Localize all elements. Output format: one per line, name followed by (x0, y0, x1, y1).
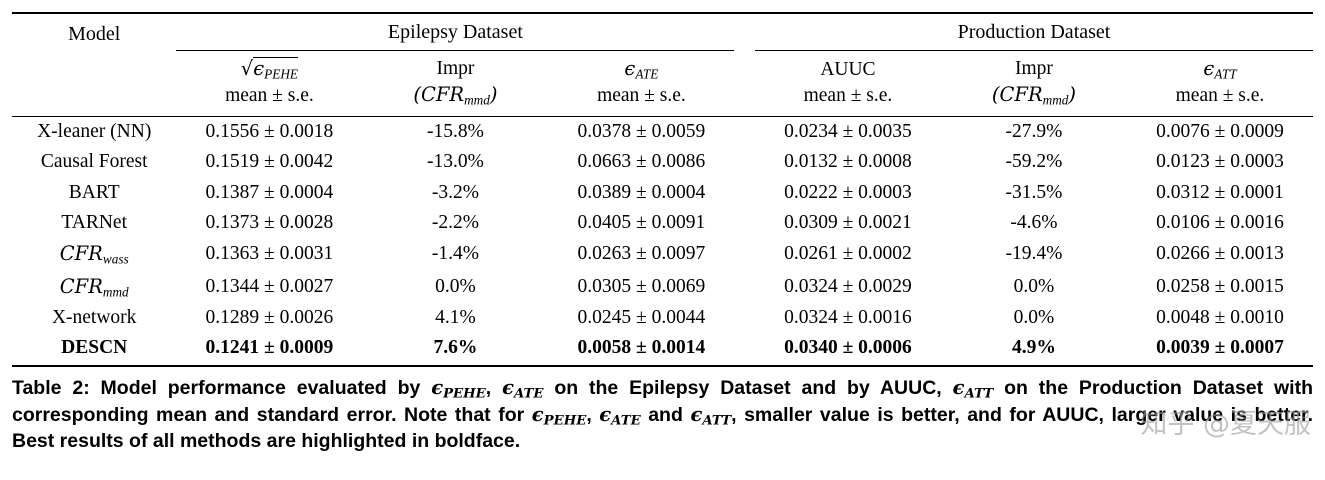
math-symbol: ϵATT (952, 376, 994, 403)
table-row: Causal Forest 0.1519 ± 0.0042 -13.0% 0.0663… (12, 147, 1313, 177)
value-cell: 4.9% (940, 333, 1127, 368)
col-header-pehe: √ϵPEHE mean ± s.e. (176, 50, 363, 117)
results-table: Model Epilepsy Dataset Production Datase… (12, 12, 1313, 368)
value-cell: 0.0039 ± 0.0007 (1126, 333, 1313, 368)
value-cell: 0.1344 ± 0.0027 (205, 275, 334, 297)
value-cell: 0.0234 ± 0.0035 (784, 120, 912, 142)
table-row: X-network 0.1289 ± 0.0026 4.1% 0.0245 ± 0.0… (12, 303, 1313, 333)
value-cell: 7.6% (362, 333, 549, 368)
value-cell: 0.0340 ± 0.0006 (754, 333, 941, 368)
value-cell: 0.0309 ± 0.0021 (784, 211, 912, 233)
col-header-impr-epilepsy: Impr (CFRmmd) (362, 50, 549, 117)
model-name: X-leaner (NN) (37, 120, 152, 142)
model-name: TARNet (61, 211, 127, 233)
value-cell: 0.0389 ± 0.0004 (577, 181, 706, 203)
col-header-impr-production: Impr (CFRmmd) (940, 50, 1127, 117)
math-symbol: ϵATT (690, 402, 732, 429)
value-cell: 0.0258 ± 0.0015 (1156, 275, 1284, 297)
value-cell: -19.4% (1005, 243, 1063, 265)
value-cell: 0.1387 ± 0.0004 (205, 181, 334, 203)
column-gap (734, 333, 755, 368)
value-cell: 0.0048 ± 0.0010 (1156, 307, 1284, 329)
value-cell: 0.0405 ± 0.0091 (577, 211, 706, 233)
column-gap (734, 13, 755, 51)
value-cell: 0.0123 ± 0.0003 (1156, 151, 1284, 173)
model-column-header: Model (12, 13, 177, 117)
value-cell: -59.2% (1005, 151, 1063, 173)
column-gap (734, 208, 755, 238)
model-name: CFRmmd (59, 274, 129, 300)
table-row: TARNet 0.1373 ± 0.0028 -2.2% 0.0405 ± 0.009… (12, 208, 1313, 238)
model-name: CFRwass (59, 242, 129, 268)
group-header-row: Model Epilepsy Dataset Production Datase… (12, 13, 1313, 117)
model-name: BART (68, 181, 120, 203)
group-header-production: Production Dataset (754, 13, 1313, 51)
value-cell: 0.1373 ± 0.0028 (205, 211, 334, 233)
value-cell: 0.0305 ± 0.0069 (577, 275, 706, 297)
value-cell: 0.0% (1013, 307, 1055, 329)
value-cell: 0.0324 ± 0.0029 (784, 275, 912, 297)
col-header-auuc: AUUC mean ± s.e. (754, 50, 941, 117)
math-symbol: ϵATE (502, 376, 544, 403)
value-cell: 0.1519 ± 0.0042 (205, 151, 334, 173)
sqrt-symbol: √ (240, 57, 254, 80)
value-cell: 0.0106 ± 0.0016 (1156, 211, 1284, 233)
table-row: BART 0.1387 ± 0.0004 -3.2% 0.0389 ± 0.0004 0… (12, 177, 1313, 207)
value-cell: 0.1241 ± 0.0009 (176, 333, 363, 368)
table-row: X-leaner (NN) 0.1556 ± 0.0018 -15.8% 0.0378… (12, 116, 1313, 147)
model-name: X-network (51, 307, 137, 329)
paper-table-figure: Model Epilepsy Dataset Production Datase… (12, 12, 1314, 452)
col-header-ate: ϵATE mean ± s.e. (548, 50, 735, 117)
value-cell: -3.2% (431, 181, 479, 203)
column-gap (734, 271, 755, 303)
value-cell: -31.5% (1005, 181, 1063, 203)
value-cell: 0.0663 ± 0.0086 (577, 151, 706, 173)
value-cell: 0.0132 ± 0.0008 (784, 151, 912, 173)
table-row: CFRmmd 0.1344 ± 0.0027 0.0% 0.0305 ± 0.0069… (12, 271, 1313, 303)
column-gap (734, 50, 755, 117)
value-cell: -13.0% (426, 151, 484, 173)
value-cell: 0.0266 ± 0.0013 (1156, 243, 1284, 265)
value-cell: -4.6% (1010, 211, 1058, 233)
value-cell: 0.0222 ± 0.0003 (784, 181, 912, 203)
math-symbol: ϵPEHE (431, 376, 486, 403)
math-symbol: ϵATE (599, 402, 641, 429)
col-header-att: ϵATT mean ± s.e. (1126, 50, 1313, 117)
value-cell: 0.0058 ± 0.0014 (548, 333, 735, 368)
table-row: CFRwass 0.1363 ± 0.0031 -1.4% 0.0263 ± 0.00… (12, 238, 1313, 270)
column-gap (734, 177, 755, 207)
model-name: Causal Forest (40, 151, 148, 173)
group-header-epilepsy: Epilepsy Dataset (176, 13, 735, 51)
value-cell: -2.2% (431, 211, 479, 233)
value-cell: 0.1556 ± 0.0018 (205, 120, 334, 142)
value-cell: -1.4% (431, 243, 479, 265)
value-cell: 0.0378 ± 0.0059 (577, 120, 706, 142)
column-gap (734, 238, 755, 270)
value-cell: 0.0076 ± 0.0009 (1156, 120, 1284, 142)
value-cell: -15.8% (426, 120, 484, 142)
column-header-row: √ϵPEHE mean ± s.e. Impr (CFRmmd) ϵATE me… (12, 50, 1313, 117)
value-cell: 0.0261 ± 0.0002 (784, 243, 912, 265)
math-symbol: ϵPEHE (531, 402, 587, 429)
value-cell: -27.9% (1005, 120, 1063, 142)
column-gap (734, 303, 755, 333)
value-cell: 0.0% (1013, 275, 1055, 297)
value-cell: 0.1363 ± 0.0031 (205, 243, 334, 265)
table-caption: Table 2: Model performance evaluated by … (12, 376, 1314, 452)
model-name: DESCN (12, 333, 177, 368)
column-gap (734, 147, 755, 177)
value-cell: 0.0% (435, 275, 476, 297)
column-gap (734, 116, 755, 147)
value-cell: 0.0324 ± 0.0016 (784, 307, 912, 329)
value-cell: 0.1289 ± 0.0026 (205, 307, 334, 329)
table-body: X-leaner (NN) 0.1556 ± 0.0018 -15.8% 0.0378… (12, 116, 1313, 368)
value-cell: 4.1% (435, 307, 476, 329)
value-cell: 0.0245 ± 0.0044 (577, 307, 706, 329)
value-cell: 0.0312 ± 0.0001 (1156, 181, 1284, 203)
table-row: DESCN 0.1241 ± 0.0009 7.6% 0.0058 ± 0.0014 0… (12, 333, 1313, 368)
value-cell: 0.0263 ± 0.0097 (577, 243, 706, 265)
